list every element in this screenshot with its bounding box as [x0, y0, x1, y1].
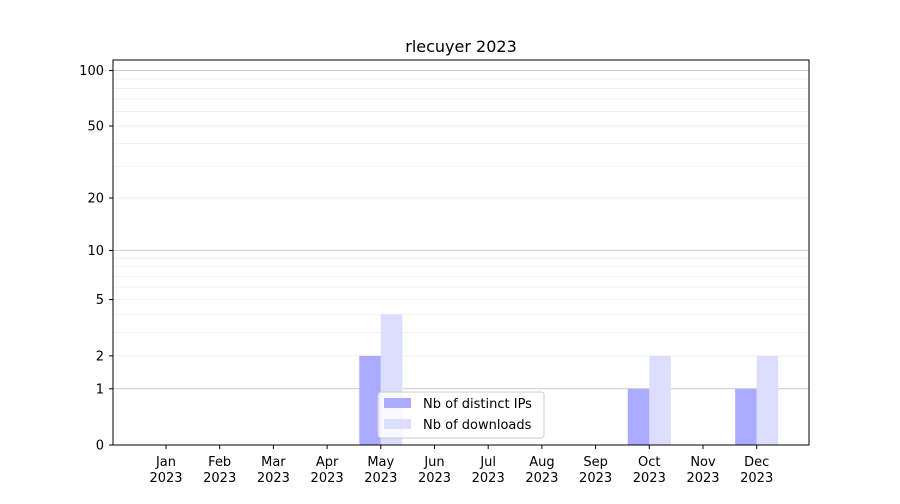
y-tick-label: 50: [87, 119, 104, 134]
x-tick-label-year: 2023: [633, 471, 666, 486]
x-tick-label-year: 2023: [149, 471, 182, 486]
y-tick-label: 0: [96, 439, 104, 454]
legend-swatch: [384, 419, 411, 429]
axes-frame: [112, 59, 810, 446]
y-tick-label: 1: [96, 382, 104, 397]
x-tick-label-month: May: [367, 455, 394, 470]
x-tick-label-month: Sep: [583, 455, 608, 470]
y-tick-label: 10: [87, 244, 104, 259]
x-tick-label-year: 2023: [257, 471, 290, 486]
x-tick-label-year: 2023: [472, 471, 505, 486]
legend-label: Nb of distinct IPs: [423, 397, 532, 412]
x-tick-label-year: 2023: [364, 471, 397, 486]
x-tick-label-month: Jul: [479, 455, 496, 470]
y-tick-label: 20: [87, 191, 104, 206]
legend-box: [377, 391, 545, 439]
x-tick-label-year: 2023: [579, 471, 612, 486]
x-tick-label-month: Feb: [208, 455, 231, 470]
x-tick-label-month: Jan: [155, 455, 176, 470]
x-tick-label-month: Oct: [638, 455, 660, 470]
bar-downloads: [649, 355, 671, 445]
legend-label: Nb of downloads: [423, 418, 532, 433]
bar-distinct-ips: [627, 388, 650, 445]
legend-swatch: [384, 398, 411, 408]
x-tick-label-year: 2023: [418, 471, 451, 486]
bar-downloads: [756, 355, 779, 445]
x-tick-label-month: Dec: [744, 455, 769, 470]
y-tick-label: 5: [96, 293, 104, 308]
x-tick-label-month: Jun: [423, 455, 444, 470]
x-tick-label-year: 2023: [686, 471, 719, 486]
y-tick-label: 100: [79, 64, 104, 79]
bar-distinct-ips: [735, 388, 757, 445]
x-tick-label-month: Apr: [316, 455, 339, 470]
chart-title: rlecuyer 2023: [405, 37, 517, 56]
bar-distinct-ips: [359, 355, 381, 445]
x-tick-label-year: 2023: [525, 471, 558, 486]
x-tick-label-year: 2023: [740, 471, 773, 486]
x-tick-label-month: Nov: [690, 455, 716, 470]
x-tick-label-year: 2023: [311, 471, 344, 486]
x-tick-label-month: Mar: [261, 455, 286, 470]
x-tick-label-month: Aug: [529, 455, 554, 470]
x-tick-label-year: 2023: [203, 471, 236, 486]
y-tick-label: 2: [96, 349, 104, 364]
